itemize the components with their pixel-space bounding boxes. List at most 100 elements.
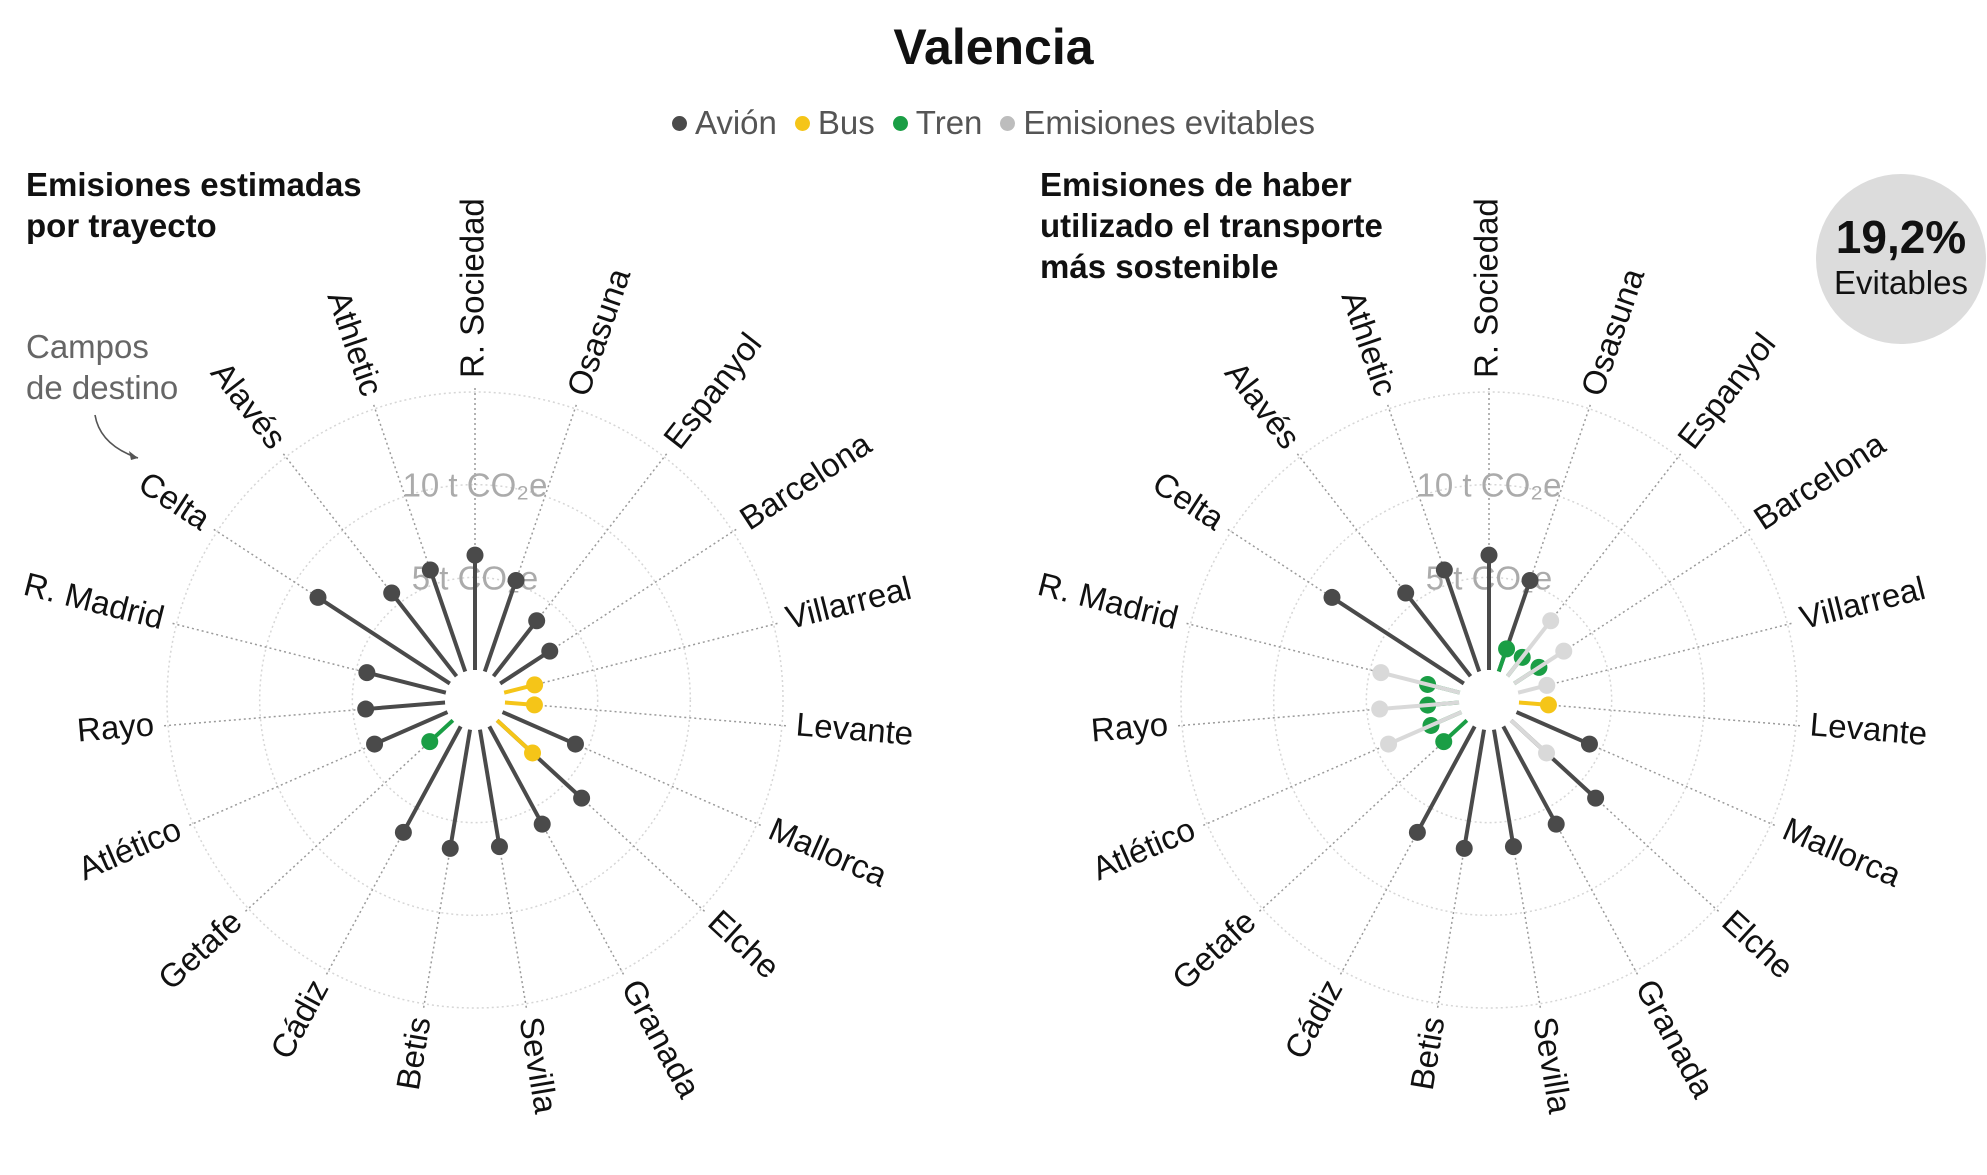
category-label: Athletic [1334, 286, 1404, 400]
grid-circle [1272, 483, 1706, 917]
lollipop-stem [1442, 569, 1482, 673]
chart-title-right: Emisiones de haber utilizado el transpor… [1040, 166, 1383, 285]
category-label: Alavés [1218, 355, 1308, 456]
data-point [507, 571, 525, 589]
legend-dot-icon [671, 115, 687, 131]
lollipop-stem [373, 710, 449, 746]
lollipop-stem [365, 700, 446, 712]
legend-label: Bus [817, 104, 875, 141]
category-label: Espanyol [1670, 326, 1783, 456]
data-point [1435, 561, 1453, 579]
data-point [1539, 696, 1557, 714]
legend-dot-icon [892, 115, 908, 131]
category-label: Cádiz [1277, 973, 1350, 1065]
category-label: Osasuna [1573, 263, 1651, 401]
data-point [421, 561, 439, 579]
data-point [1397, 584, 1415, 602]
avoidable-percent: 19,2% [1835, 211, 1967, 263]
lollipop-stem [401, 725, 463, 834]
lollipop-stem [1330, 595, 1465, 686]
lollipop-stem [448, 729, 473, 849]
lollipop-stem [499, 649, 551, 686]
legend-item: Bus [794, 104, 875, 142]
lollipop-stem [1515, 710, 1591, 746]
data-point [1435, 733, 1453, 751]
category-label: Rayo [76, 705, 156, 748]
data-point [1498, 640, 1516, 658]
data-point [1580, 735, 1598, 753]
category-label: Sevilla [1526, 1014, 1579, 1117]
category-label: Betis [1403, 1014, 1452, 1092]
page-title: Valencia [893, 19, 1094, 75]
lollipop-stem [491, 619, 539, 678]
data-point [490, 838, 508, 856]
legend-item: Tren [892, 104, 982, 142]
legend-dot-icon [1000, 115, 1016, 131]
category-label: Levante [1809, 705, 1929, 752]
data-point [1542, 612, 1560, 630]
data-point [541, 642, 559, 660]
data-point [366, 735, 384, 753]
data-point [358, 664, 376, 682]
annotation-arrow [94, 414, 139, 460]
category-label: R. Madrid [1034, 565, 1182, 636]
data-point [1372, 664, 1390, 682]
data-point [1538, 676, 1556, 694]
data-point [1371, 700, 1389, 718]
grid-circle [351, 576, 599, 824]
category-label: R. Sociedad [454, 198, 491, 378]
category-label: Elche [1715, 902, 1801, 985]
data-point [383, 584, 401, 602]
category-label: Atlético [1086, 810, 1200, 887]
spoke-line [1258, 719, 1468, 912]
data-point [394, 823, 412, 841]
data-point [533, 815, 551, 833]
category-label: Barcelona [1747, 424, 1892, 537]
data-point [528, 612, 546, 630]
lollipop-stem [1415, 725, 1477, 834]
lollipop-stem [487, 725, 544, 826]
spoke-line [504, 701, 786, 727]
lollipop-stem [1379, 700, 1460, 712]
lollipop-stem [501, 710, 577, 746]
category-label: Mallorca [1778, 810, 1908, 894]
lollipop-stem [390, 591, 459, 678]
destination-annotation: Campos de destino [26, 328, 179, 406]
lollipop-stem [1462, 729, 1487, 849]
data-point [1587, 789, 1605, 807]
lollipop-stem [482, 579, 518, 673]
grid-circle [1180, 391, 1798, 1009]
grid-circle [258, 483, 692, 917]
lollipop-stem [1505, 619, 1553, 678]
lollipop-stem [1387, 710, 1463, 746]
radial-tick-label: 10 t CO₂e [1417, 467, 1562, 504]
spoke-line [503, 622, 778, 694]
grid-circle [166, 391, 784, 1009]
legend-label: Avión [694, 104, 777, 141]
lollipop-stem [1404, 591, 1473, 678]
legend-dot-icon [794, 115, 810, 131]
data-point [466, 546, 484, 564]
lollipop-stem [316, 595, 451, 686]
category-label: Rayo [1090, 705, 1170, 748]
center-hole [1459, 670, 1519, 730]
data-point [526, 676, 544, 694]
lollipop-stem [1513, 649, 1565, 686]
data-point [524, 744, 542, 762]
data-point [1323, 588, 1341, 606]
lollipop-stem [428, 569, 468, 673]
data-point [1521, 571, 1539, 589]
data-point [1480, 546, 1498, 564]
category-label: R. Sociedad [1468, 198, 1505, 378]
data-point [309, 588, 327, 606]
data-point [1504, 838, 1522, 856]
data-point [357, 700, 375, 718]
spoke-line [1518, 701, 1800, 727]
data-point [525, 696, 543, 714]
lollipop-stem [1501, 725, 1558, 826]
avoidable-badge: 19,2% Evitables [1816, 174, 1986, 344]
data-point [1408, 823, 1426, 841]
legend-item: Avión [671, 104, 777, 142]
legend-label: Emisiones evitables [1023, 104, 1316, 141]
